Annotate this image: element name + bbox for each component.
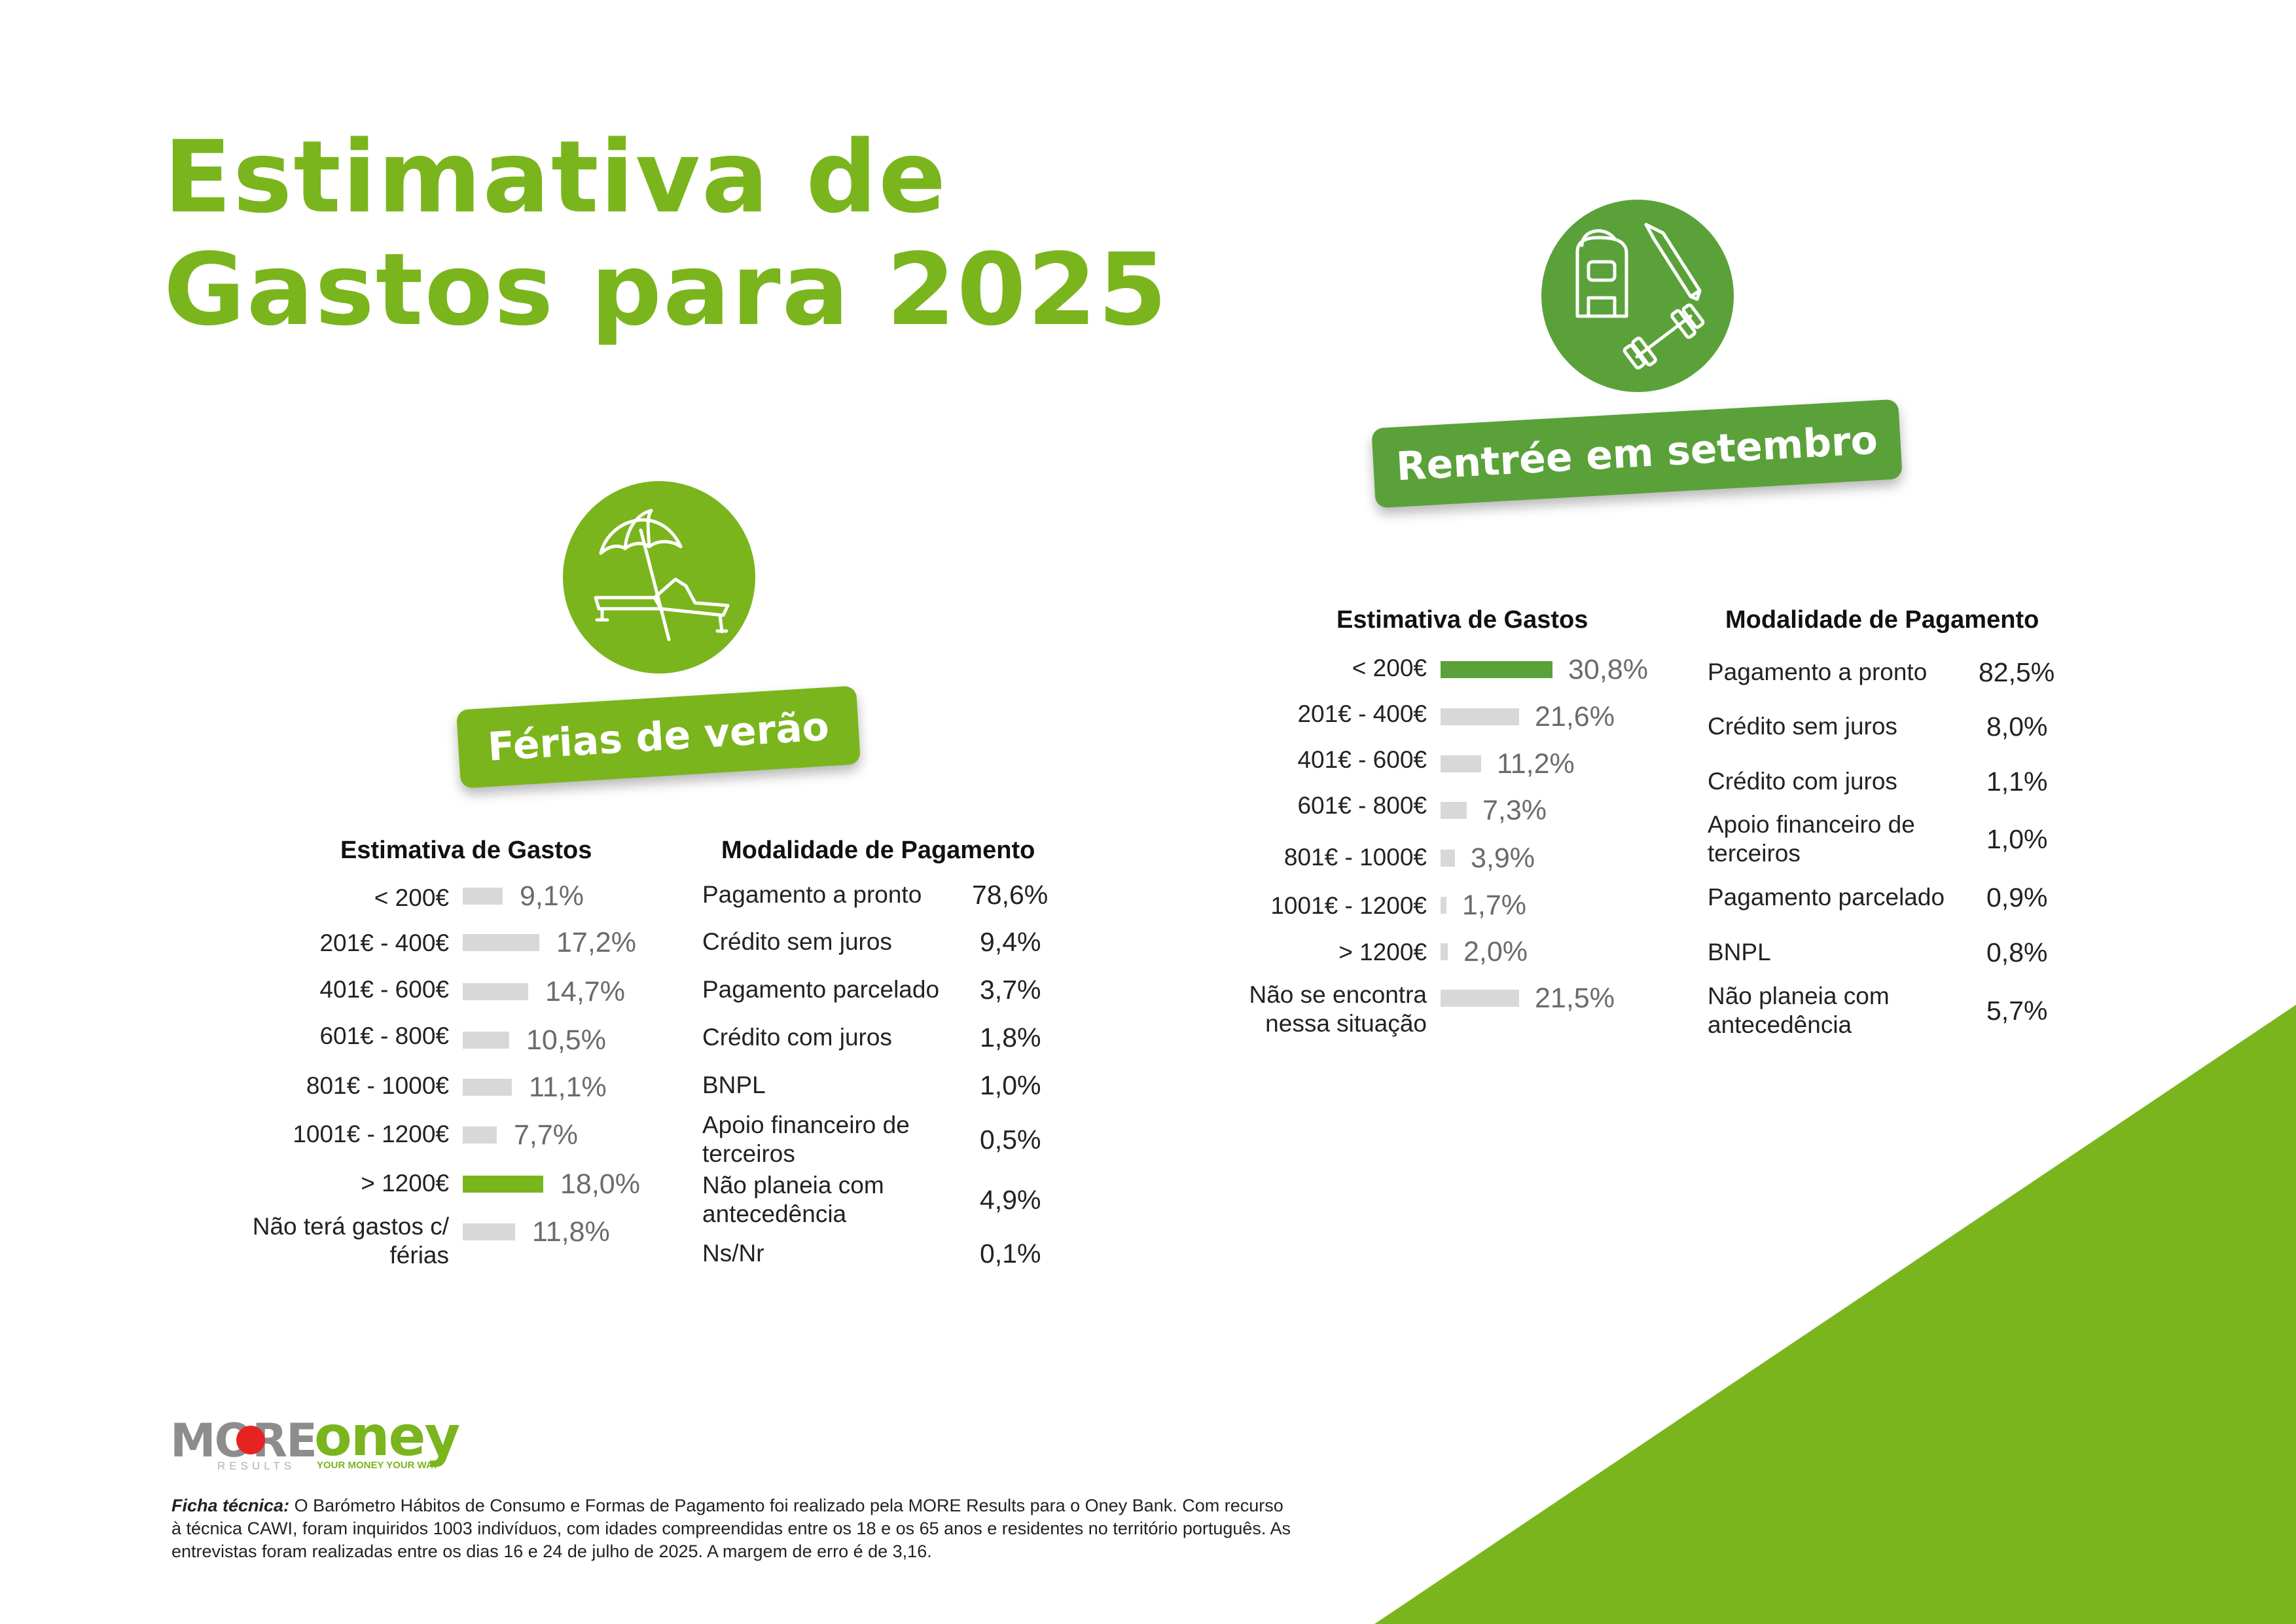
ferias-pagamento-value: 0,1% [980,1238,1041,1269]
rentree-gastos-label: > 1200€ [1338,939,1427,965]
rentree-gastos-label: 1001€ - 1200€ [1270,892,1427,919]
ferias-pagamento-value: 0,5% [980,1125,1041,1155]
rentree-gastos-value: 11,2% [1497,748,1575,780]
ferias-gastos-value: 18,0% [560,1168,640,1200]
oney-logo: oney [314,1404,460,1468]
rentree-pagamento-value: 8,0% [1986,712,2048,742]
rentree-gastos-label: 801€ - 1000€ [1283,844,1427,871]
rentree-pagamento-value: 82,5% [1979,657,2055,687]
rentree-gastos-label: 601€ - 800€ [1297,792,1427,819]
ferias-pagamento-label: Crédito sem juros [702,928,892,955]
ferias-gastos-label: 201€ - 400€ [319,929,449,956]
rentree-pagamento-value: 0,8% [1986,937,2048,967]
rentree-gastos-label: 401€ - 600€ [1297,746,1427,773]
ferias-gastos-label: 401€ - 600€ [319,976,449,1003]
ferias-gastos-value: 10,5% [526,1024,606,1056]
rentree-pagamento-label: Crédito com juros [1708,768,1897,795]
page-title-line-2: Gastos para 2025 [164,232,1169,348]
rentree-gastos-value: 21,6% [1535,701,1615,732]
oney-tagline: YOUR MONEY YOUR WAY [317,1460,439,1471]
backpack-pencil-dumbbell-icon [1541,200,1734,392]
ferias-pagamento-header: Modalidade de Pagamento [721,837,1035,864]
ferias-gastos-value: 11,8% [532,1216,610,1248]
rentree-pagamento-label: Pagamento parcelado [1708,884,1945,911]
ferias-pagamento-label: Ns/Nr [702,1240,764,1267]
ferias-gastos-value: 7,7% [514,1119,579,1151]
ferias-gastos-label: 801€ - 1000€ [306,1072,449,1099]
rentree-gastos-bar [1441,990,1519,1007]
rentree-pagamento-value: 1,0% [1986,824,2048,854]
ferias-gastos-value: 14,7% [545,976,625,1007]
ferias-pagamento-value: 4,9% [980,1185,1041,1215]
rentree-pagamento-header: Modalidade de Pagamento [1725,606,2039,634]
ferias-gastos-bar [463,1032,509,1049]
ferias-gastos-label: 601€ - 800€ [319,1022,449,1049]
ferias-gastos-header: Estimativa de Gastos [340,837,592,864]
rentree-pagamento-label: Crédito sem juros [1708,713,1897,740]
ferias-pagamento-label: Pagamento a pronto [702,881,922,908]
rentree-gastos-value: 7,3% [1482,795,1547,826]
rentree-gastos-value: 2,0% [1463,936,1528,967]
rentree-pagamento-value: 1,1% [1986,767,2048,797]
more-logo-red-dot-icon [236,1426,265,1454]
rentree-gastos-value: 1,7% [1462,890,1527,921]
ferias-gastos-bar [463,888,503,905]
ferias-gastos-bar [463,1079,512,1096]
ferias-pagamento-value: 3,7% [980,975,1041,1005]
rentree-gastos-value: 21,5% [1535,983,1615,1014]
beach-umbrella-lounger-icon [563,481,755,674]
ferias-pagamento-label: BNPL [702,1072,766,1098]
ferias-gastos-label: > 1200€ [361,1170,449,1197]
ficha-tecnica-label: Ficha técnica: [171,1496,290,1515]
ferias-gastos-bar [463,934,539,951]
rentree-gastos-label: Não se encontra nessa situação [1249,981,1427,1037]
rentree-pagamento-value: 0,9% [1986,882,2048,912]
ferias-gastos-bar [463,1223,515,1240]
ferias-pagamento-label: Não planeia com antecedência [702,1172,884,1227]
page-title-line-1: Estimativa de [164,119,948,235]
ficha-tecnica-footnote: Ficha técnica: O Barómetro Hábitos de Co… [171,1494,1297,1563]
ferias-gastos-bar-highlight [463,1176,543,1193]
ferias-pagamento-value: 1,0% [980,1070,1041,1100]
ferias-pagamento-value: 9,4% [980,927,1041,957]
rentree-gastos-value: 30,8% [1568,654,1648,685]
ferias-pagamento-label: Pagamento parcelado [702,976,940,1003]
ferias-gastos-label: < 200€ [374,884,449,911]
rentree-gastos-bar [1441,802,1467,819]
ferias-gastos-bar [463,983,528,1000]
rentree-gastos-bar [1441,943,1448,960]
rentree-pagamento-label: BNPL [1708,939,1771,965]
rentree-pagamento-label: Não planeia com antecedência [1708,983,1890,1038]
ferias-gastos-value: 9,1% [520,880,584,912]
rentree-gastos-label: < 200€ [1352,655,1427,681]
rentree-gastos-label: 201€ - 400€ [1297,700,1427,727]
rentree-pagamento-value: 5,7% [1986,996,2048,1026]
rentree-pagamento-label: Apoio financeiro de terceiros [1708,811,1915,867]
rentree-gastos-bar [1441,850,1455,867]
ferias-gastos-bar [463,1127,497,1144]
rentree-gastos-value: 3,9% [1471,842,1535,874]
ferias-pagamento-value: 78,6% [972,880,1049,910]
more-results-logo-subtitle: RESULTS [217,1460,296,1472]
rentree-gastos-bar [1441,755,1481,772]
ferias-pagamento-label: Apoio financeiro de terceiros [702,1111,910,1167]
ferias-pagamento-label: Crédito com juros [702,1024,892,1051]
page-title: Estimativa de Gastos para 2025 [164,121,1168,346]
rentree-gastos-bar-highlight [1441,661,1552,678]
ferias-gastos-value: 11,1% [529,1072,607,1103]
ficha-tecnica-text: O Barómetro Hábitos de Consumo e Formas … [171,1496,1291,1561]
ferias-gastos-label: 1001€ - 1200€ [293,1121,449,1147]
rentree-gastos-bar [1441,708,1519,725]
ferias-gastos-value: 17,2% [556,927,636,958]
rentree-pagamento-label: Pagamento a pronto [1708,659,1928,685]
ferias-gastos-label: Não terá gastos c/ férias [252,1213,449,1269]
rentree-gastos-header: Estimativa de Gastos [1336,606,1588,634]
ferias-pagamento-value: 1,8% [980,1022,1041,1053]
rentree-gastos-bar [1441,897,1446,914]
